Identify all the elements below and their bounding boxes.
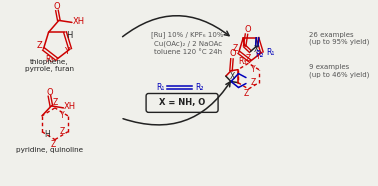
- FancyArrowPatch shape: [123, 82, 230, 125]
- Text: Z: Z: [232, 44, 238, 53]
- Text: R₃: R₃: [45, 55, 54, 64]
- Text: R₂: R₂: [255, 50, 263, 59]
- Text: X: X: [230, 72, 235, 81]
- Text: H: H: [44, 130, 50, 139]
- Text: Z: Z: [246, 54, 251, 63]
- Text: H: H: [67, 31, 73, 40]
- Text: XH: XH: [73, 17, 85, 26]
- Text: R₂: R₂: [195, 83, 204, 92]
- Text: O: O: [244, 25, 251, 34]
- FancyArrowPatch shape: [122, 16, 229, 37]
- Text: R₁: R₁: [156, 83, 165, 92]
- Text: X: X: [254, 45, 260, 54]
- Text: Z: Z: [60, 127, 65, 136]
- Text: O: O: [229, 49, 236, 58]
- Text: Y: Y: [251, 65, 256, 74]
- Text: Y: Y: [64, 47, 69, 56]
- Text: XH: XH: [64, 102, 76, 111]
- Text: R₁: R₁: [266, 48, 275, 57]
- Text: toluene 120 °C 24h: toluene 120 °C 24h: [153, 49, 222, 55]
- Text: O: O: [54, 2, 60, 11]
- Text: Z: Z: [52, 98, 57, 108]
- Text: 26 examples
(up to 95% yield): 26 examples (up to 95% yield): [309, 32, 370, 45]
- Text: Cu(OAc)₂ / 2 NaOAc: Cu(OAc)₂ / 2 NaOAc: [153, 40, 222, 47]
- Text: Z: Z: [37, 41, 43, 50]
- Text: [Ru] 10% / KPF₆ 10%: [Ru] 10% / KPF₆ 10%: [152, 31, 224, 38]
- Text: thiophene,
pyrrole, furan: thiophene, pyrrole, furan: [25, 59, 74, 72]
- Text: Y: Y: [256, 52, 260, 61]
- Text: X = NH, O: X = NH, O: [159, 98, 205, 108]
- Text: Z: Z: [251, 78, 256, 87]
- Text: R₃: R₃: [239, 57, 247, 66]
- Text: Z: Z: [50, 140, 56, 149]
- FancyBboxPatch shape: [146, 94, 218, 112]
- Text: O: O: [46, 87, 53, 97]
- Text: Z: Z: [244, 89, 249, 99]
- Text: 9 examples
(up to 46% yield): 9 examples (up to 46% yield): [309, 64, 370, 78]
- Text: pyridine, quinoline: pyridine, quinoline: [16, 147, 83, 153]
- Text: Y: Y: [60, 111, 65, 120]
